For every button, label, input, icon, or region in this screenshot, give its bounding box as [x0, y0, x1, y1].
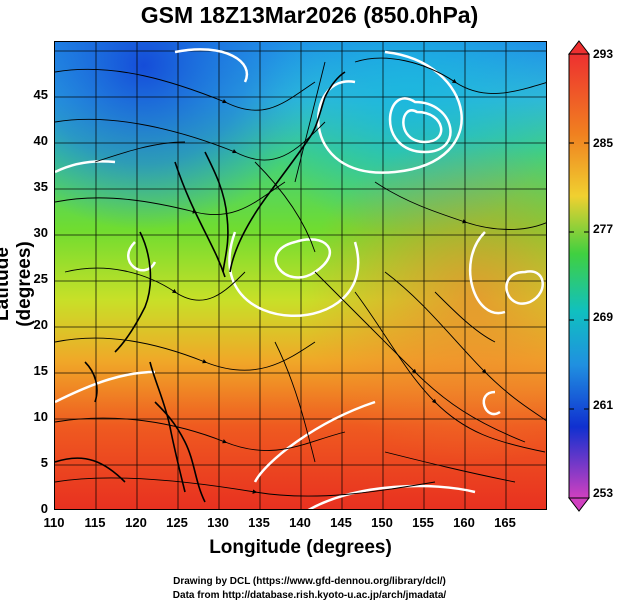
x-tick-label: 130: [207, 515, 229, 530]
x-tick-label: 135: [248, 515, 270, 530]
x-tick-label: 115: [84, 515, 106, 530]
x-axis-label: Longitude (degrees): [209, 537, 392, 558]
x-tick-label: 120: [125, 515, 147, 530]
y-tick-label: 45: [33, 87, 48, 102]
y-tick-label: 35: [33, 179, 48, 194]
color-scale-bar: [567, 40, 591, 512]
y-tick-label: 5: [40, 455, 48, 470]
map-title: GSM 18Z13Mar2026 (850.0hPa): [140, 2, 479, 28]
colorbar-label: 269: [593, 310, 614, 324]
x-tick-label: 165: [494, 515, 516, 530]
colorbar-label: 293: [593, 47, 614, 61]
y-tick-label: 10: [33, 409, 48, 424]
colorbar-label: 261: [593, 398, 614, 412]
y-tick-label: 25: [33, 271, 48, 286]
x-tick-label: 160: [453, 515, 475, 530]
colorbar-label: 253: [593, 486, 614, 500]
colorbar-label: 285: [593, 136, 614, 150]
x-tick-label: 155: [412, 515, 434, 530]
credit-data: Data from http://database.rish.kyoto-u.a…: [172, 590, 447, 601]
x-tick-label: 125: [166, 515, 188, 530]
x-tick-label: 145: [330, 515, 352, 530]
credit-drawing: Drawing by DCL (https://www.gfd-dennou.o…: [173, 576, 446, 587]
x-tick-label: 140: [289, 515, 311, 530]
x-tick-label: 150: [371, 515, 393, 530]
y-tick-label: 15: [33, 363, 48, 378]
y-tick-label: 0: [40, 501, 48, 516]
y-tick-label: 20: [33, 317, 48, 332]
x-tick-label: 110: [43, 515, 65, 530]
colorbar-label: 277: [593, 222, 614, 236]
y-tick-label: 30: [33, 225, 48, 240]
y-tick-label: 40: [33, 133, 48, 148]
temperature-streamline-map: [54, 41, 547, 510]
coastlines: [55, 71, 346, 503]
